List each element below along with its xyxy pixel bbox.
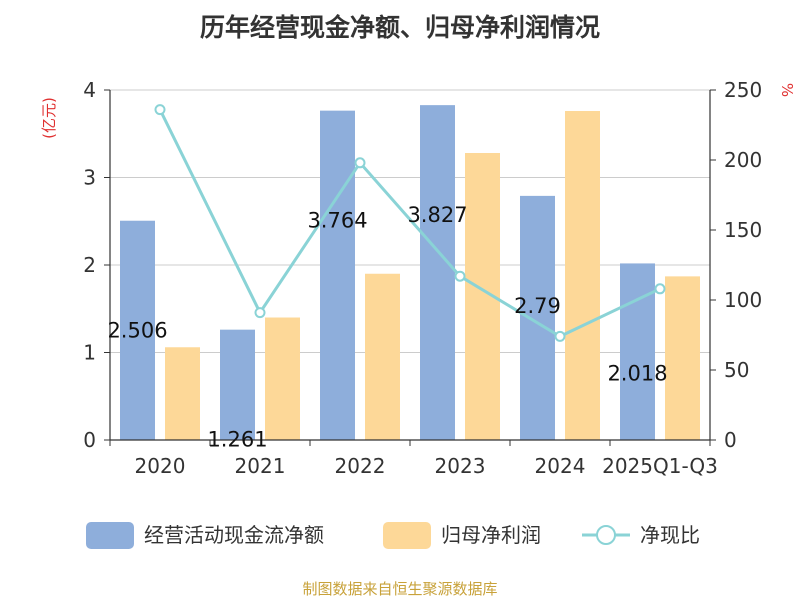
left-tick-label: 1 bbox=[83, 341, 96, 365]
chart-title: 历年经营现金净额、归母净利润情况 bbox=[199, 13, 600, 42]
legend-label-ratio: 净现比 bbox=[640, 523, 700, 547]
bar-cash-flow bbox=[220, 329, 255, 440]
bar-net-profit bbox=[365, 273, 400, 440]
bar-cash-flow bbox=[520, 195, 555, 440]
x-tick-label: 2020 bbox=[135, 454, 186, 478]
bar-cash-flow bbox=[420, 105, 455, 440]
data-label: 3.764 bbox=[307, 209, 367, 233]
right-tick-label: 0 bbox=[724, 428, 737, 452]
bar-net-profit bbox=[265, 317, 300, 440]
right-tick-label: 200 bbox=[724, 148, 762, 172]
right-tick-label: 250 bbox=[724, 78, 762, 102]
x-axis-labels: 2020 2021 2022 2023 2024 2025Q1-Q3 bbox=[135, 454, 718, 478]
ratio-point bbox=[454, 270, 466, 282]
legend: 经营活动现金流净额 归母净利润 净现比 bbox=[86, 522, 700, 549]
data-label: 2.506 bbox=[107, 319, 167, 343]
right-tick-label: 50 bbox=[724, 358, 749, 382]
right-tick-label: 150 bbox=[724, 218, 762, 242]
x-tick-label: 2023 bbox=[435, 454, 486, 478]
bar-cash-flow bbox=[320, 110, 355, 441]
left-axis-unit: (亿元) bbox=[40, 97, 58, 139]
bars-group bbox=[120, 105, 700, 441]
left-tick-label: 3 bbox=[83, 166, 96, 190]
ratio-line bbox=[158, 108, 661, 339]
data-label: 2.79 bbox=[514, 294, 561, 318]
data-label: 1.261 bbox=[207, 428, 267, 452]
bar-cash-flow bbox=[620, 263, 655, 440]
legend-label-cash-flow: 经营活动现金流净额 bbox=[144, 523, 324, 547]
left-axis-ticks: 0 1 2 3 4 bbox=[83, 78, 110, 452]
right-axis-unit: % bbox=[778, 83, 796, 97]
legend-swatch-net-profit bbox=[383, 522, 431, 549]
bar-net-profit bbox=[665, 276, 700, 440]
x-tick-label: 2024 bbox=[535, 454, 586, 478]
data-label: 3.827 bbox=[407, 203, 467, 227]
right-axis-ticks: 0 50 100 150 200 250 bbox=[710, 78, 762, 452]
data-label: 2.018 bbox=[607, 361, 667, 385]
legend-swatch-cash-flow bbox=[86, 522, 134, 549]
bar-net-profit bbox=[565, 111, 600, 440]
ratio-point bbox=[354, 157, 366, 169]
legend-marker-ratio bbox=[596, 525, 616, 545]
data-source-credit: 制图数据来自恒生聚源数据库 bbox=[302, 580, 498, 598]
ratio-point bbox=[554, 330, 566, 342]
bar-cash-flow bbox=[120, 220, 155, 440]
ratio-point bbox=[254, 307, 266, 319]
x-tick-label: 2021 bbox=[235, 454, 286, 478]
left-tick-label: 0 bbox=[83, 428, 96, 452]
ratio-point bbox=[154, 104, 166, 116]
left-tick-label: 2 bbox=[83, 253, 96, 277]
data-labels: 2.506 1.261 3.764 3.827 2.79 2.018 bbox=[107, 203, 667, 452]
bar-net-profit bbox=[165, 347, 200, 440]
left-tick-label: 4 bbox=[83, 78, 96, 102]
ratio-line-group bbox=[154, 104, 666, 342]
x-tick-label: 2022 bbox=[335, 454, 386, 478]
ratio-point bbox=[654, 283, 666, 295]
legend-label-net-profit: 归母净利润 bbox=[441, 523, 541, 547]
grid-lines bbox=[110, 89, 710, 353]
x-tick-label: 2025Q1-Q3 bbox=[602, 454, 718, 478]
right-tick-label: 100 bbox=[724, 288, 762, 312]
